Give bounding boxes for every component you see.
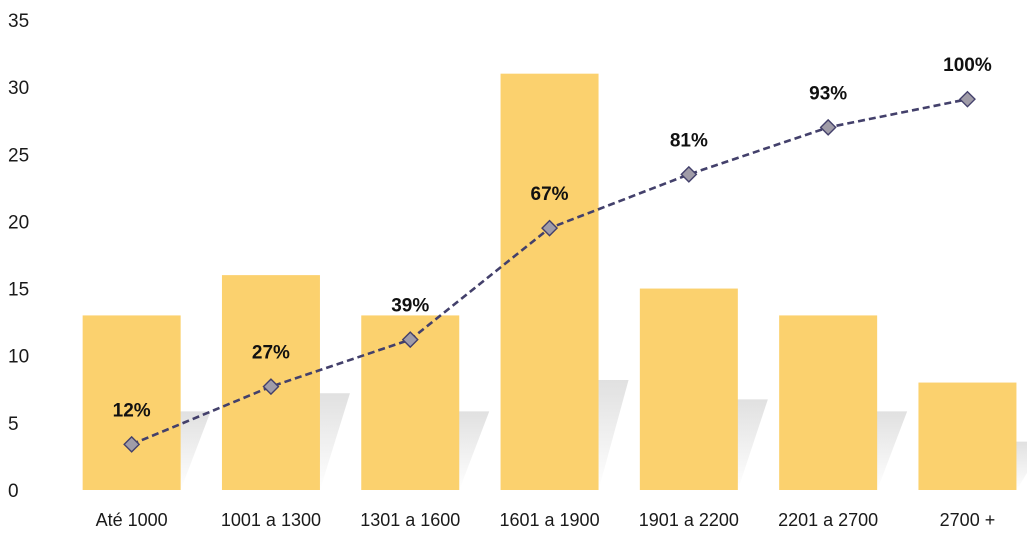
y-tick-label: 15 [8, 280, 29, 301]
bar [918, 382, 1017, 490]
cumulative-line-series: 12% 27% 39% 67% 81% 93% 100% [113, 55, 992, 453]
y-tick-label: 20 [8, 212, 29, 233]
y-tick-label: 25 [8, 145, 29, 166]
line-point-marker [680, 165, 698, 183]
y-tick-label: 30 [8, 78, 29, 99]
line-data-label: 27% [252, 343, 290, 364]
line-data-label: 81% [670, 130, 708, 151]
bar [639, 288, 738, 490]
bar [82, 315, 181, 490]
bar [500, 73, 599, 491]
line-point-marker [958, 90, 976, 108]
x-tick-label: 1301 a 1600 [360, 510, 460, 530]
line-data-label: 12% [113, 400, 151, 421]
line-point-marker [123, 435, 141, 453]
bar [779, 315, 878, 490]
x-tick-label: 1601 a 1900 [499, 510, 599, 530]
y-axis: 0 5 10 15 20 25 30 35 [8, 11, 29, 502]
x-tick-label: 2201 a 2700 [778, 510, 878, 530]
line-data-label: 100% [943, 55, 992, 76]
line-point-marker [541, 219, 559, 237]
x-tick-label: 1901 a 2200 [639, 510, 739, 530]
y-tick-label: 35 [8, 11, 29, 32]
y-tick-label: 5 [8, 414, 19, 435]
line-data-label: 39% [391, 296, 429, 317]
y-tick-label: 10 [8, 347, 29, 368]
x-tick-label: Até 1000 [96, 510, 168, 530]
x-tick-label: 1001 a 1300 [221, 510, 321, 530]
y-tick-label: 0 [8, 481, 19, 502]
line-point-marker [262, 378, 280, 396]
x-axis: Até 1000 1001 a 1300 1301 a 1600 1601 a 190… [96, 510, 996, 530]
line-point-marker [819, 118, 837, 136]
line-point-marker [401, 331, 419, 349]
bar-series [82, 73, 1017, 491]
line-data-label: 67% [531, 184, 569, 205]
line-data-label: 93% [809, 83, 847, 104]
x-tick-label: 2700 + [940, 510, 996, 530]
